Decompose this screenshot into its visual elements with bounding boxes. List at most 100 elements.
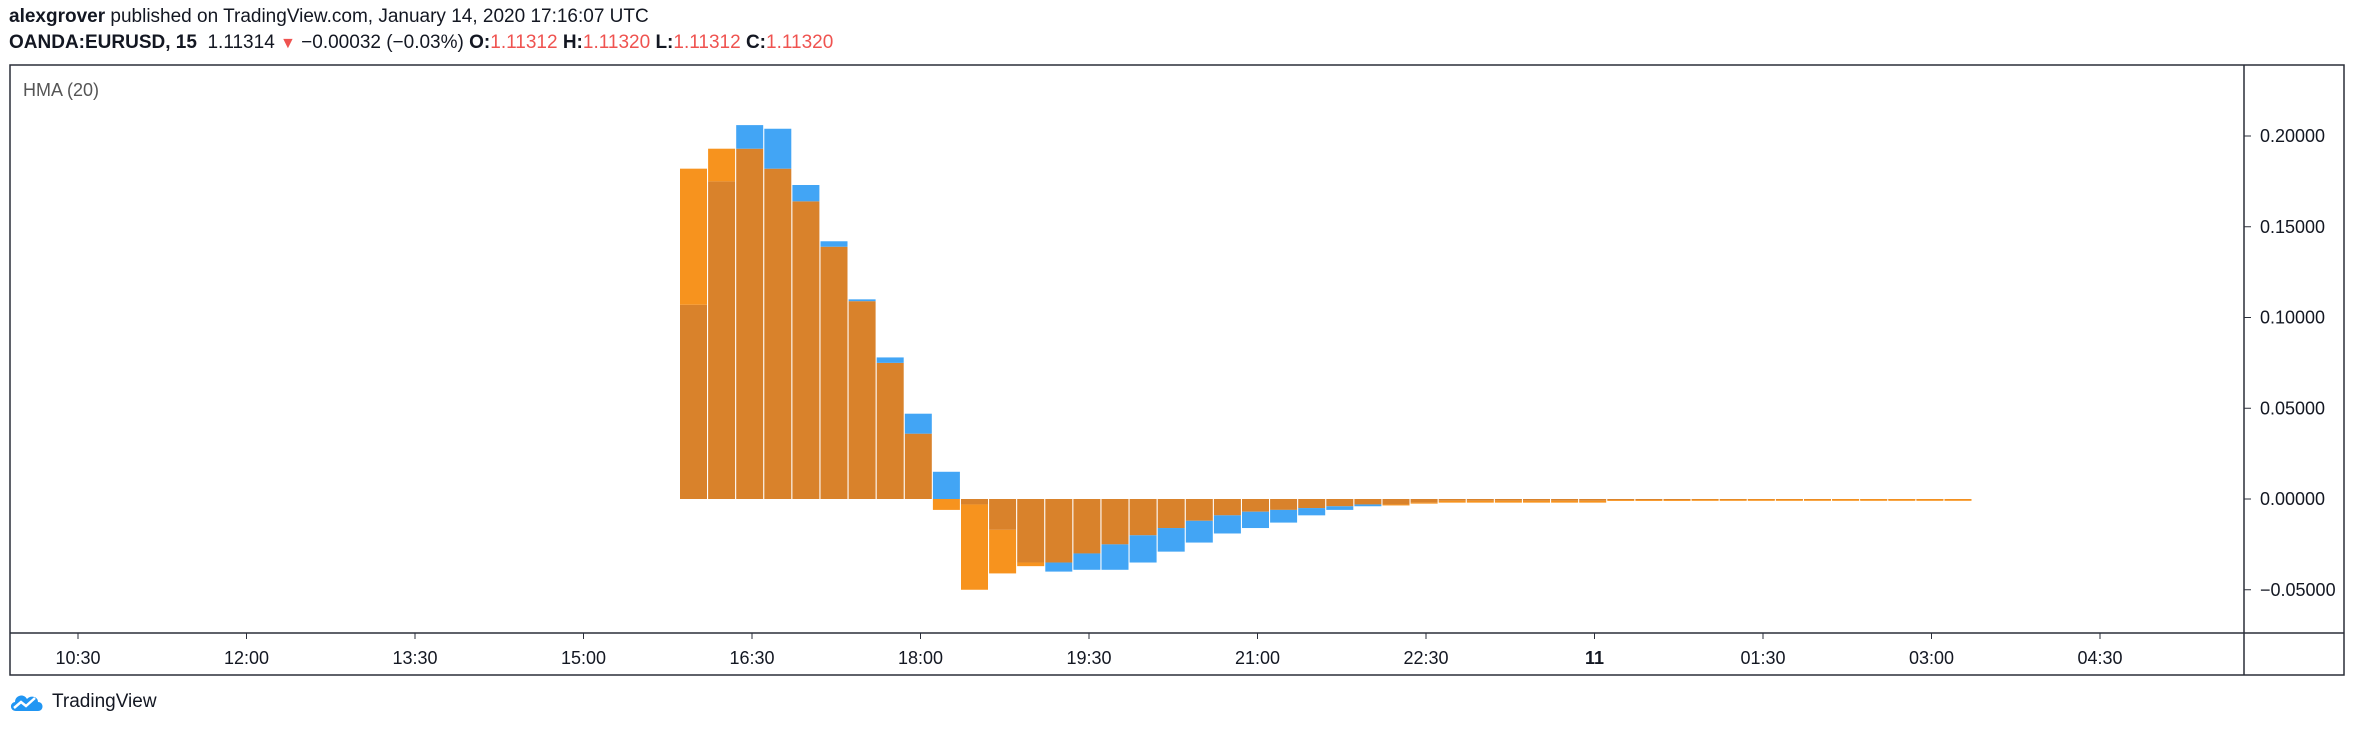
hma-bar-overlap [961, 499, 988, 505]
hma-bar-orange [708, 148, 736, 182]
hma-bar-blue [1045, 562, 1073, 572]
hma-bar-overlap [1691, 499, 1719, 500]
time-tick-label: 11 [1585, 648, 1604, 668]
hma-bar-blue [1157, 528, 1185, 552]
time-tick-label: 13:30 [392, 648, 437, 668]
hma-bar-overlap [1410, 499, 1438, 503]
hma-bar-orange [1747, 499, 1775, 501]
hma-bar-overlap [1101, 499, 1129, 545]
time-tick-label: 21:00 [1235, 648, 1280, 668]
price-tick-label: 0.10000 [2260, 308, 2325, 328]
author-name[interactable]: alexgrover [9, 6, 106, 27]
hma-bar-orange [1466, 500, 1494, 503]
hma-bar-blue [1073, 553, 1101, 570]
symbol-name: OANDA:EURUSD, 15 [9, 32, 197, 53]
price-tick-label: 0.05000 [2260, 398, 2325, 418]
open-label: O: [469, 32, 491, 53]
hma-bar-overlap [1579, 499, 1607, 501]
hma-bar-overlap [1663, 499, 1691, 500]
footer-brand[interactable]: TradingView [8, 690, 157, 714]
hma-bar-orange [1494, 500, 1522, 503]
hma-bar-orange [1410, 502, 1438, 504]
hma-bar-overlap [1073, 499, 1101, 554]
high-value: 1.11320 [582, 32, 651, 53]
time-tick-label: 18:00 [898, 648, 943, 668]
low-label: L: [655, 32, 674, 53]
high-label: H: [562, 32, 583, 53]
price-tick-label: 0.00000 [2260, 489, 2325, 509]
hma-bar-overlap [848, 301, 876, 499]
hma-bar-orange [1944, 499, 1972, 501]
hma-bar-orange [1579, 500, 1607, 503]
down-arrow-icon: ▼ [280, 35, 296, 52]
hma-bar-orange [961, 504, 988, 590]
hma-bar-overlap [680, 304, 707, 499]
hma-bar-overlap [1607, 499, 1635, 500]
hma-bar-orange [1860, 499, 1888, 501]
hma-bar-overlap [736, 148, 764, 499]
hma-bar-orange [1663, 499, 1691, 501]
time-tick-label: 19:30 [1066, 648, 1111, 668]
hma-bar-orange [1916, 499, 1944, 501]
hma-bar-overlap [1354, 499, 1382, 505]
price-tick-label: −0.05000 [2260, 580, 2336, 600]
close-value: 1.11320 [766, 32, 834, 53]
hma-bar-orange [1804, 499, 1831, 501]
hma-bar-blue [876, 357, 904, 363]
hma-bar-orange [932, 499, 960, 510]
hma-bar-overlap [1270, 499, 1298, 510]
hma-bar-blue [820, 241, 848, 247]
hma-bar-blue [792, 185, 820, 202]
hma-bar-orange [1551, 500, 1579, 503]
hma-bar-overlap [1438, 499, 1466, 501]
time-axis[interactable]: 10:30 12:00 13:30 15:00 16:30 18:00 19:30 21:00… [55, 633, 2123, 668]
chart-canvas[interactable]: HMA (20) 0.20000 0.15000 0.10000 0.05000 0.0… [0, 0, 2354, 680]
hma-bar-overlap [1523, 499, 1550, 501]
low-value: 1.11312 [673, 32, 741, 53]
hma-bar-overlap [1157, 499, 1185, 529]
hma-bar-overlap [708, 181, 736, 499]
hma-bar-orange [1017, 562, 1045, 567]
hma-bar-overlap [1494, 499, 1522, 501]
hma-bar-orange [1438, 500, 1466, 503]
hma-bar-overlap [989, 499, 1017, 530]
hma-bar-orange [989, 529, 1017, 574]
hma-bar-overlap [1326, 499, 1354, 507]
hma-bar-blue [1242, 511, 1269, 529]
hma-bar-overlap [1635, 499, 1663, 500]
hma-bar-blue [1129, 535, 1157, 563]
hma-bar-overlap [764, 168, 792, 500]
close-label: C: [745, 32, 766, 53]
hma-bar-blue [1185, 520, 1213, 543]
time-tick-label: 22:30 [1403, 648, 1448, 668]
price-axis[interactable]: 0.20000 0.15000 0.10000 0.05000 0.00000 −0.05… [2244, 126, 2336, 600]
hma-bar-overlap [1185, 499, 1213, 521]
hma-bar-blue [736, 125, 764, 149]
tradingview-cloud-icon [10, 695, 43, 711]
open-value: 1.11312 [490, 32, 558, 53]
hma-bar-orange [1691, 499, 1719, 501]
hma-bar-overlap [876, 362, 904, 499]
hma-bar-overlap [1382, 499, 1410, 505]
hma-bar-overlap [1466, 499, 1494, 501]
hma-bar-overlap [1045, 499, 1073, 563]
hma-bar-overlap [1129, 499, 1157, 536]
hma-bar-blue [1326, 506, 1354, 510]
histogram-bars [680, 125, 1972, 590]
hma-bar-blue [1270, 509, 1298, 523]
hma-bar-overlap [1298, 499, 1326, 509]
price-change: −0.00032 (−0.03%) [301, 32, 464, 53]
time-tick-label: 16:30 [729, 648, 774, 668]
hma-bar-overlap [1213, 499, 1241, 516]
hma-bar-orange [1382, 504, 1410, 506]
publish-info: alexgrover published on TradingView.com,… [9, 6, 649, 28]
hma-bar-blue [1354, 504, 1382, 507]
hma-bar-blue [1298, 508, 1326, 516]
hma-bar-orange [1607, 499, 1635, 501]
time-tick-label: 04:30 [2077, 648, 2122, 668]
time-tick-label: 15:00 [561, 648, 606, 668]
time-tick-label: 03:00 [1909, 648, 1954, 668]
hma-bar-orange [1523, 500, 1550, 503]
hma-bar-orange [1888, 499, 1916, 501]
hma-bar-blue [848, 299, 876, 302]
